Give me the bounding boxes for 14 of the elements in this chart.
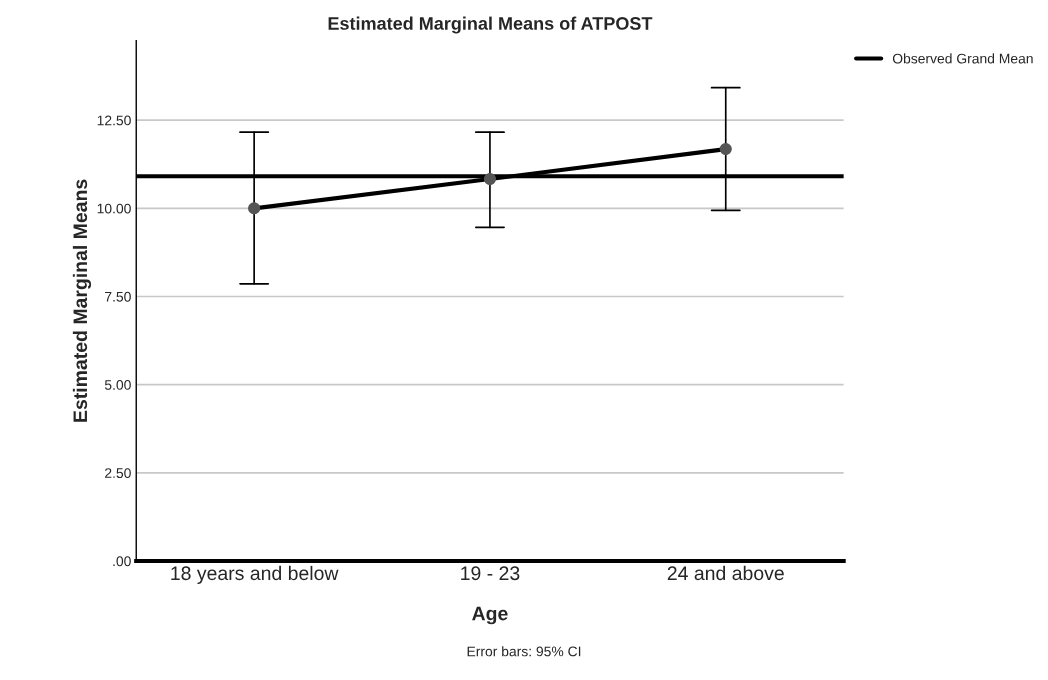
y-tick-label: 10.00 — [97, 203, 131, 214]
x-tick-label: 19 - 23 — [461, 566, 520, 581]
legend-label: Observed Grand Mean — [892, 53, 1033, 64]
y-axis-title: Estimated Marginal Means — [72, 179, 92, 422]
chart-title: Estimated Marginal Means of ATPOST — [328, 16, 653, 34]
y-tick-label: 5.00 — [104, 380, 131, 390]
x-axis-title: Age — [472, 606, 508, 625]
y-tick-label: 7.50 — [105, 291, 131, 302]
y-tick-label: .00 — [113, 556, 131, 567]
y-tick-label: 12.50 — [97, 115, 131, 126]
y-tick-label: 2.50 — [105, 468, 131, 478]
x-tick-label: 18 years and below — [171, 565, 339, 584]
x-tick-label: 24 and above — [667, 565, 784, 581]
text: Error bars: 95% CI — [467, 646, 581, 657]
